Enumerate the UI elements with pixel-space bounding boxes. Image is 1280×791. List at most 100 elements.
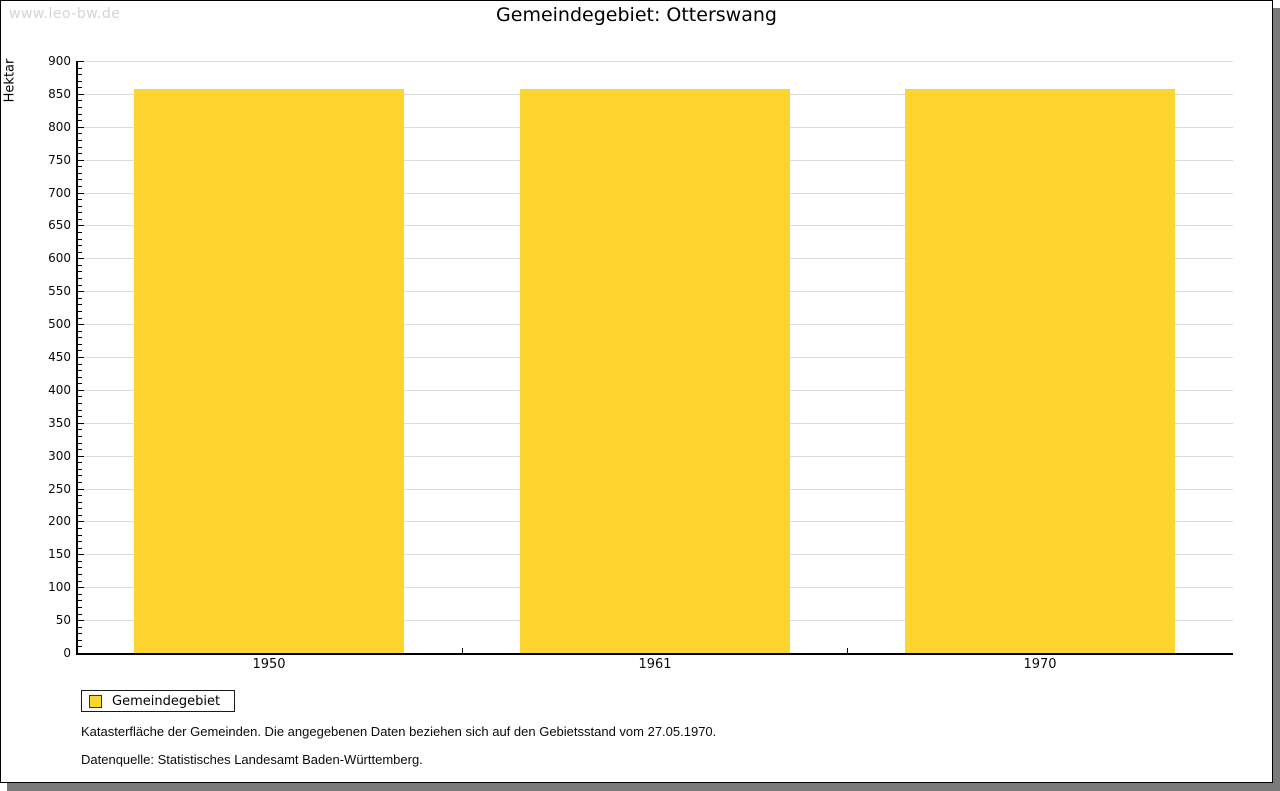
y-minor-tick xyxy=(78,462,82,463)
y-minor-tick xyxy=(78,166,82,167)
y-tick-label: 500 xyxy=(48,317,71,331)
y-minor-tick xyxy=(78,475,82,476)
y-minor-tick xyxy=(78,396,82,397)
y-minor-tick xyxy=(78,120,82,121)
y-tick-label: 700 xyxy=(48,186,71,200)
y-minor-tick xyxy=(78,607,82,608)
y-minor-tick xyxy=(78,449,82,450)
y-minor-tick xyxy=(78,285,82,286)
y-tick-label: 550 xyxy=(48,284,71,298)
y-minor-tick xyxy=(78,173,82,174)
y-major-tick xyxy=(78,357,84,358)
footnote-line: Katasterfläche der Gemeinden. Die angege… xyxy=(81,724,717,739)
y-minor-tick xyxy=(78,567,82,568)
y-minor-tick xyxy=(78,370,82,371)
y-tick-label: 350 xyxy=(48,416,71,430)
y-minor-tick xyxy=(78,271,82,272)
y-minor-tick xyxy=(78,153,82,154)
y-minor-tick xyxy=(78,81,82,82)
y-minor-tick xyxy=(78,265,82,266)
y-tick-label: 150 xyxy=(48,547,71,561)
y-minor-tick xyxy=(78,278,82,279)
y-minor-tick xyxy=(78,633,82,634)
y-minor-tick xyxy=(78,528,82,529)
y-major-tick xyxy=(78,193,84,194)
y-tick-label: 100 xyxy=(48,580,71,594)
y-tick-label: 300 xyxy=(48,449,71,463)
y-minor-tick xyxy=(78,186,82,187)
y-major-tick xyxy=(78,160,84,161)
y-minor-tick xyxy=(78,535,82,536)
x-tick-label: 1950 xyxy=(252,657,286,672)
y-tick-label: 450 xyxy=(48,350,71,364)
y-tick-label: 200 xyxy=(48,514,71,528)
y-major-tick xyxy=(78,423,84,424)
y-minor-tick xyxy=(78,640,82,641)
y-tick-label: 250 xyxy=(48,482,71,496)
y-minor-tick xyxy=(78,627,82,628)
y-minor-tick xyxy=(78,298,82,299)
y-minor-tick xyxy=(78,561,82,562)
y-minor-tick xyxy=(78,318,82,319)
y-minor-tick xyxy=(78,614,82,615)
y-minor-tick xyxy=(78,515,82,516)
x-axis-line xyxy=(76,653,1233,655)
y-tick-label: 50 xyxy=(55,613,71,627)
y-minor-tick xyxy=(78,87,82,88)
bar-1961 xyxy=(520,89,790,653)
y-major-tick xyxy=(78,258,84,259)
y-minor-tick xyxy=(78,239,82,240)
y-minor-tick xyxy=(78,502,82,503)
y-minor-tick xyxy=(78,304,82,305)
y-minor-tick xyxy=(78,364,82,365)
y-tick-label: 600 xyxy=(48,251,71,265)
y-minor-tick xyxy=(78,350,82,351)
y-major-tick xyxy=(78,127,84,128)
y-tick-label: 850 xyxy=(48,87,71,101)
legend: Gemeindegebiet xyxy=(81,690,236,712)
y-major-tick xyxy=(78,489,84,490)
y-minor-tick xyxy=(78,311,82,312)
y-minor-tick xyxy=(78,100,82,101)
y-major-tick xyxy=(78,620,84,621)
legend-label: Gemeindegebiet xyxy=(112,693,221,709)
y-minor-tick xyxy=(78,68,82,69)
footnotes: Katasterfläche der Gemeinden. Die angege… xyxy=(81,724,716,780)
y-minor-tick xyxy=(78,377,82,378)
chart-title: Gemeindegebiet: Otterswang xyxy=(496,4,777,26)
y-minor-tick xyxy=(78,548,82,549)
y-minor-tick xyxy=(78,114,82,115)
y-axis-title: Hektar xyxy=(2,58,18,103)
y-minor-tick xyxy=(78,107,82,108)
y-major-tick xyxy=(78,554,84,555)
legend-swatch-icon xyxy=(89,694,102,708)
y-minor-tick xyxy=(78,199,82,200)
y-minor-tick xyxy=(78,482,82,483)
y-minor-tick xyxy=(78,140,82,141)
y-minor-tick xyxy=(78,436,82,437)
y-minor-tick xyxy=(78,646,82,647)
y-minor-tick xyxy=(78,541,82,542)
y-minor-tick xyxy=(78,252,82,253)
y-tick-label: 0 xyxy=(63,646,71,660)
y-axis-line xyxy=(76,61,78,655)
y-minor-tick xyxy=(78,410,82,411)
y-minor-tick xyxy=(78,508,82,509)
y-major-tick xyxy=(78,94,84,95)
y-tick-label: 800 xyxy=(48,120,71,134)
y-minor-tick xyxy=(78,574,82,575)
x-tick-label: 1970 xyxy=(1023,657,1057,672)
bar-1970 xyxy=(905,89,1175,653)
y-tick-label: 650 xyxy=(48,218,71,232)
y-tick-label: 400 xyxy=(48,383,71,397)
y-minor-tick xyxy=(78,495,82,496)
y-minor-tick xyxy=(78,469,82,470)
y-minor-tick xyxy=(78,581,82,582)
y-minor-tick xyxy=(78,337,82,338)
watermark: www.leo-bw.de xyxy=(9,6,121,22)
y-minor-tick xyxy=(78,429,82,430)
footnote-line: Datenquelle: Statistisches Landesamt Bad… xyxy=(81,752,423,767)
y-major-tick xyxy=(78,291,84,292)
y-tick-label: 750 xyxy=(48,153,71,167)
y-minor-tick xyxy=(78,147,82,148)
